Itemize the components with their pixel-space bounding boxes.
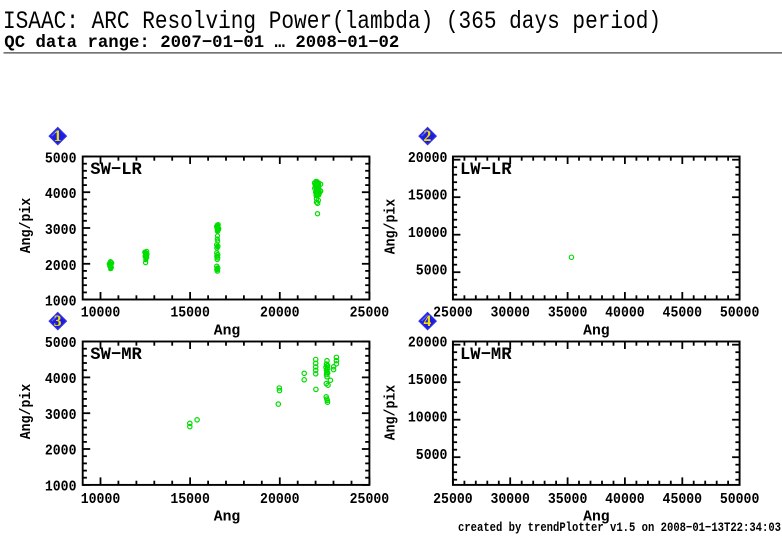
svg-text:5000: 5000 xyxy=(416,448,448,464)
svg-text:3000: 3000 xyxy=(45,223,77,239)
svg-text:25000: 25000 xyxy=(350,492,390,508)
svg-text:45000: 45000 xyxy=(663,305,703,321)
svg-text:Ang/pix: Ang/pix xyxy=(19,198,35,254)
svg-text:Ang/pix: Ang/pix xyxy=(384,385,400,441)
svg-text:2000: 2000 xyxy=(45,259,77,275)
svg-text:10000: 10000 xyxy=(81,305,121,321)
svg-text:LW−MR: LW−MR xyxy=(460,345,512,365)
svg-text:25000: 25000 xyxy=(433,305,473,321)
svg-text:15000: 15000 xyxy=(408,189,448,205)
svg-text:1000: 1000 xyxy=(45,480,77,496)
svg-text:45000: 45000 xyxy=(663,492,703,508)
svg-text:5000: 5000 xyxy=(45,336,77,352)
svg-text:25000: 25000 xyxy=(433,492,473,508)
svg-text:20000: 20000 xyxy=(260,305,300,321)
svg-text:created by trendPlotter v1.5 o: created by trendPlotter v1.5 on 2008−01−… xyxy=(458,520,781,535)
svg-text:10000: 10000 xyxy=(81,492,121,508)
svg-text:SW−LR: SW−LR xyxy=(90,160,142,180)
svg-text:SW−MR: SW−MR xyxy=(90,345,142,365)
svg-text:30000: 30000 xyxy=(490,305,530,321)
svg-text:4: 4 xyxy=(424,313,432,330)
svg-text:10000: 10000 xyxy=(408,226,448,242)
svg-text:40000: 40000 xyxy=(605,305,645,321)
svg-text:15000: 15000 xyxy=(170,305,210,321)
svg-text:4000: 4000 xyxy=(45,187,77,203)
svg-text:3000: 3000 xyxy=(45,408,77,424)
svg-text:40000: 40000 xyxy=(605,492,645,508)
svg-text:1: 1 xyxy=(54,128,62,145)
svg-text:Ang: Ang xyxy=(583,508,610,525)
svg-text:35000: 35000 xyxy=(548,492,588,508)
svg-text:Ang: Ang xyxy=(583,323,610,340)
svg-text:Ang: Ang xyxy=(214,508,241,525)
svg-text:1000: 1000 xyxy=(45,295,77,311)
svg-text:Ang/pix: Ang/pix xyxy=(384,199,400,255)
svg-text:QC data range: 2007−01−01 … 20: QC data range: 2007−01−01 … 2008−01−02 xyxy=(4,33,399,53)
svg-text:4000: 4000 xyxy=(45,372,77,388)
svg-text:5000: 5000 xyxy=(416,264,448,280)
svg-text:Ang/pix: Ang/pix xyxy=(19,384,35,440)
svg-text:3: 3 xyxy=(54,313,62,330)
svg-text:30000: 30000 xyxy=(490,492,530,508)
svg-text:25000: 25000 xyxy=(350,305,390,321)
svg-text:2000: 2000 xyxy=(45,444,77,460)
svg-text:ISAAC: ARC Resolving Power(lam: ISAAC: ARC Resolving Power(lambda) (365 … xyxy=(3,9,661,36)
svg-text:50000: 50000 xyxy=(720,305,760,321)
svg-text:15000: 15000 xyxy=(408,373,448,389)
svg-text:LW−LR: LW−LR xyxy=(460,160,512,180)
svg-text:20000: 20000 xyxy=(260,492,300,508)
svg-text:50000: 50000 xyxy=(720,492,760,508)
svg-text:Ang: Ang xyxy=(214,323,241,340)
svg-text:20000: 20000 xyxy=(408,151,448,167)
svg-text:2: 2 xyxy=(424,128,432,145)
svg-text:20000: 20000 xyxy=(408,336,448,352)
svg-text:5000: 5000 xyxy=(45,152,77,168)
svg-text:10000: 10000 xyxy=(408,411,448,427)
svg-text:15000: 15000 xyxy=(170,492,210,508)
svg-text:35000: 35000 xyxy=(548,305,588,321)
